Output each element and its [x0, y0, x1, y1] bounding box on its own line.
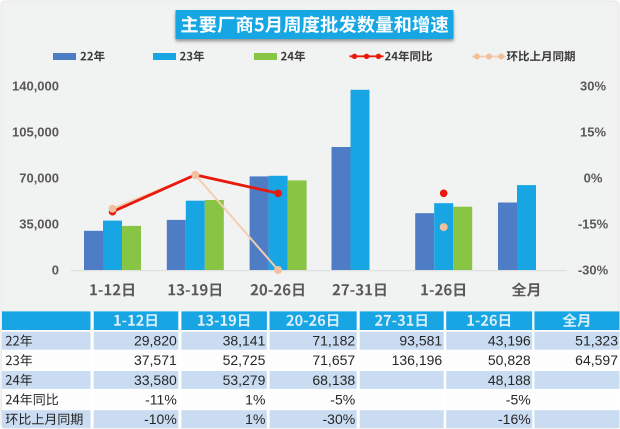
svg-text:68,138: 68,138: [312, 372, 355, 388]
svg-text:-11%: -11%: [145, 391, 177, 407]
svg-text:48,188: 48,188: [488, 372, 531, 388]
svg-text:30%: 30%: [580, 79, 606, 94]
svg-text:-30%: -30%: [323, 411, 356, 427]
svg-text:140,000: 140,000: [12, 79, 59, 94]
svg-text:70,000: 70,000: [19, 171, 59, 186]
svg-text:105,000: 105,000: [12, 125, 59, 140]
svg-text:33,580: 33,580: [134, 372, 177, 388]
svg-text:-5%: -5%: [330, 391, 355, 407]
svg-text:-16%: -16%: [498, 411, 531, 427]
svg-text:-30%: -30%: [578, 263, 609, 278]
svg-text:50,828: 50,828: [488, 352, 531, 368]
svg-text:15%: 15%: [580, 125, 606, 140]
svg-text:93,581: 93,581: [399, 333, 442, 349]
svg-text:0: 0: [52, 263, 59, 278]
svg-text:64,597: 64,597: [575, 352, 618, 368]
svg-text:37,571: 37,571: [134, 352, 177, 368]
svg-text:53,279: 53,279: [223, 372, 266, 388]
svg-text:1%: 1%: [245, 411, 265, 427]
svg-text:136,196: 136,196: [392, 352, 443, 368]
svg-text:29,820: 29,820: [134, 333, 177, 349]
svg-text:1%: 1%: [245, 391, 265, 407]
svg-text:51,323: 51,323: [575, 333, 618, 349]
svg-text:-15%: -15%: [578, 217, 609, 232]
svg-text:71,182: 71,182: [312, 333, 355, 349]
svg-text:-5%: -5%: [506, 391, 531, 407]
svg-text:71,657: 71,657: [312, 352, 355, 368]
svg-text:52,725: 52,725: [223, 352, 266, 368]
svg-text:-10%: -10%: [144, 411, 177, 427]
svg-text:0%: 0%: [584, 171, 603, 186]
svg-text:38,141: 38,141: [223, 333, 266, 349]
svg-text:35,000: 35,000: [19, 217, 59, 232]
svg-text:43,196: 43,196: [488, 333, 531, 349]
